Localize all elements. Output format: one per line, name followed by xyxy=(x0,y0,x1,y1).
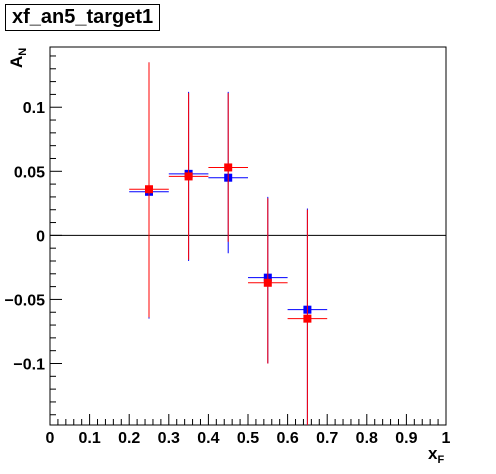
y-axis-title: AN xyxy=(7,48,29,68)
svg-text:AN: AN xyxy=(7,48,29,68)
x-tick-label: 0.6 xyxy=(276,430,298,447)
x-tick-label: 0.1 xyxy=(78,430,100,447)
plot-frame xyxy=(49,46,447,426)
y-tick-label: −0.1 xyxy=(13,356,45,373)
x-tick-label: 0.5 xyxy=(237,430,259,447)
data-point-marker xyxy=(303,314,312,323)
y-tick-label: −0.05 xyxy=(5,292,46,309)
x-tick-label: 0 xyxy=(46,430,55,447)
y-axis-title-sub: N xyxy=(17,48,29,56)
x-tick-label: 0.2 xyxy=(118,430,140,447)
data-point-marker xyxy=(263,278,272,287)
y-tick-label: 0 xyxy=(36,228,45,245)
y-tick-label: 0.05 xyxy=(14,164,45,181)
x-axis-title-main: x xyxy=(428,444,438,463)
y-tick-label: 0.1 xyxy=(23,100,45,117)
x-tick-label: 0.9 xyxy=(395,430,417,447)
x-tick-label: 0.4 xyxy=(197,430,219,447)
x-tick-label: 0.3 xyxy=(158,430,180,447)
x-tick-label: 1 xyxy=(442,430,451,447)
x-tick-label: 0.7 xyxy=(316,430,338,447)
x-axis-title-sub: F xyxy=(437,454,444,466)
y-axis-title-main: A xyxy=(7,56,26,68)
data-point-marker xyxy=(224,163,233,172)
data-point-marker xyxy=(145,185,153,194)
x-axis-title: xF xyxy=(428,444,444,466)
data-point-marker xyxy=(184,172,193,181)
series-1 xyxy=(129,62,328,425)
chart-title: xf_an5_target1 xyxy=(5,4,161,31)
x-tick-label: 0.8 xyxy=(356,430,378,447)
